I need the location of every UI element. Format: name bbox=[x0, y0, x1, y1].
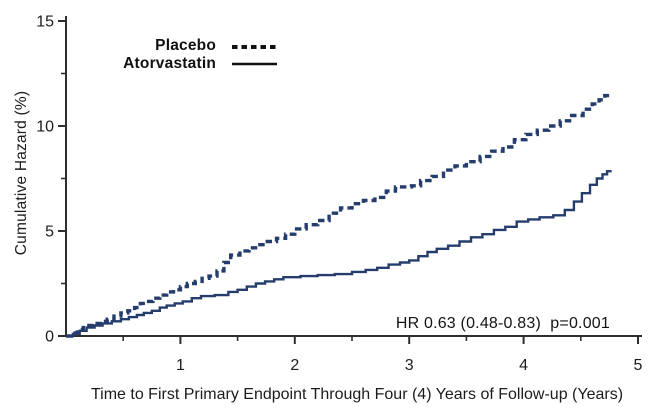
x-axis-label: Time to First Primary Endpoint Through F… bbox=[90, 386, 624, 403]
y-tick-label: 10 bbox=[36, 119, 54, 136]
x-tick-label: 1 bbox=[176, 357, 185, 374]
x-tick-label: 5 bbox=[634, 357, 643, 374]
legend-item-atorvastatin: Atorvastatin bbox=[100, 55, 278, 73]
y-tick-label: 5 bbox=[45, 224, 54, 241]
x-tick-label: 2 bbox=[290, 357, 299, 374]
x-tick-label: 3 bbox=[405, 357, 414, 374]
legend-item-placebo: Placebo bbox=[100, 37, 278, 55]
curve-placebo bbox=[66, 93, 612, 338]
legend: Placebo Atorvastatin bbox=[100, 37, 278, 73]
legend-label-placebo: Placebo bbox=[155, 37, 216, 54]
hazard-ratio-annotation: HR 0.63 (0.48-0.83) p=0.001 bbox=[395, 315, 610, 332]
curve-atorvastatin bbox=[66, 170, 612, 338]
y-tick-label: 15 bbox=[36, 14, 54, 31]
y-axis-label: Cumulative Hazard (%) bbox=[13, 90, 30, 256]
y-tick-label: 0 bbox=[45, 329, 54, 346]
x-tick-label: 4 bbox=[519, 357, 528, 374]
solid-line-icon bbox=[232, 62, 277, 66]
legend-label-atorvastatin: Atorvastatin bbox=[123, 55, 216, 72]
dashed-line-icon bbox=[232, 45, 277, 49]
